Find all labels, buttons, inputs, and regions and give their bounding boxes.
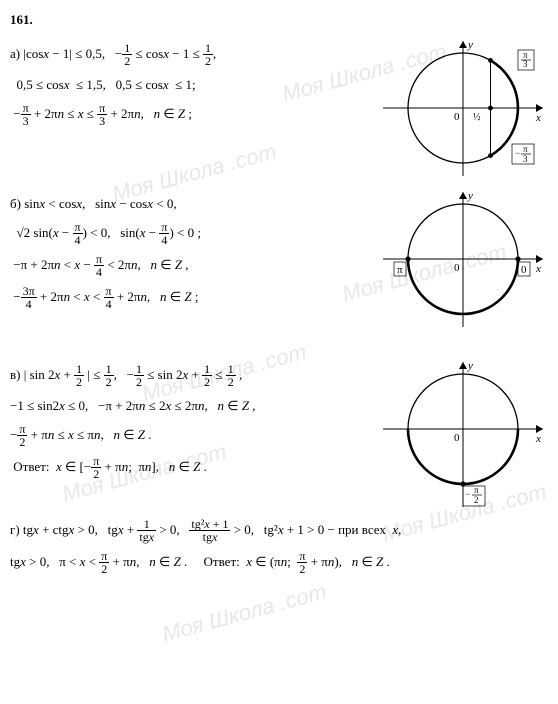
problem-number: 161. [10,12,548,28]
svg-text:0: 0 [521,264,527,276]
watermark: Моя Школа .com [160,579,330,648]
part-b-line-2: √2 sin(x − π4) < 0, sin(x − π4) < 0 ; [10,221,374,247]
svg-text:y: y [467,190,473,202]
part-a-line-1: а) |cosx − 1| ≤ 0,5, −12 ≤ cosx − 1 ≤ 12… [10,42,374,68]
svg-text:π: π [397,264,403,276]
svg-text:x: x [535,433,541,445]
svg-text:−: − [465,489,470,499]
svg-text:x: x [535,112,541,124]
svg-text:2: 2 [474,495,479,505]
part-v-line-1: в) | sin 2x + 12 | ≤ 12, −12 ≤ sin 2x + … [10,363,374,389]
part-g-line-2: tgx > 0, π < x < π2 + πn, n ∈ Z . Ответ:… [10,550,548,576]
svg-text:0: 0 [454,111,460,123]
part-g-line-1: г) tgx + ctgx > 0, tgx + 1tgx > 0, tg²x … [10,518,548,544]
svg-text:y: y [467,39,473,51]
part-g: г) tgx + ctgx > 0, tgx + 1tgx > 0, tg²x … [10,518,548,576]
part-label: в) [10,367,20,382]
svg-text:x: x [535,263,541,275]
part-label: а) [10,46,20,61]
svg-text:½: ½ [473,112,481,123]
part-b-line-4: −3π4 + 2πn < x < π4 + 2πn, n ∈ Z ; [10,285,374,311]
svg-text:π3: π3 [523,50,528,69]
svg-text:y: y [467,360,473,372]
svg-text:−: − [515,148,520,158]
part-v-line-3: −π2 + πn ≤ x ≤ πn, n ∈ Z . [10,423,374,449]
diagram-b: 0 x y π 0 [378,187,548,337]
part-label: б) [10,196,21,211]
part-v-answer: Ответ: x ∈ [−π2 + πn; πn], n ∈ Z . [10,455,374,481]
part-v: в) | sin 2x + 12 | ≤ 12, −12 ≤ sin 2x + … [10,357,548,512]
part-a: а) |cosx − 1| ≤ 0,5, −12 ≤ cosx − 1 ≤ 12… [10,36,548,181]
part-b: б) sinx < cosx, sinx − cosx < 0, √2 sin(… [10,187,548,337]
diagram-v: 0 x y − π 2 [378,357,548,512]
part-b-line-1: б) sinx < cosx, sinx − cosx < 0, [10,193,374,215]
part-b-line-3: −π + 2πn < x − π4 < 2πn, n ∈ Z , [10,253,374,279]
svg-text:π: π [474,485,479,495]
diagram-a: 0 x y ½ π3 − π 3 [378,36,548,181]
svg-text:0: 0 [454,262,460,274]
part-v-line-2: −1 ≤ sin2x ≤ 0, −π + 2πn ≤ 2x ≤ 2πn, n ∈… [10,395,374,417]
svg-text:0: 0 [454,432,460,444]
svg-text:3: 3 [523,154,528,164]
part-a-line-2: 0,5 ≤ cosx ≤ 1,5, 0,5 ≤ cosx ≤ 1; [10,74,374,96]
part-a-line-3: −π3 + 2πn ≤ x ≤ π3 + 2πn, n ∈ Z ; [10,102,374,128]
part-label: г) [10,522,20,537]
svg-text:π: π [523,144,528,154]
